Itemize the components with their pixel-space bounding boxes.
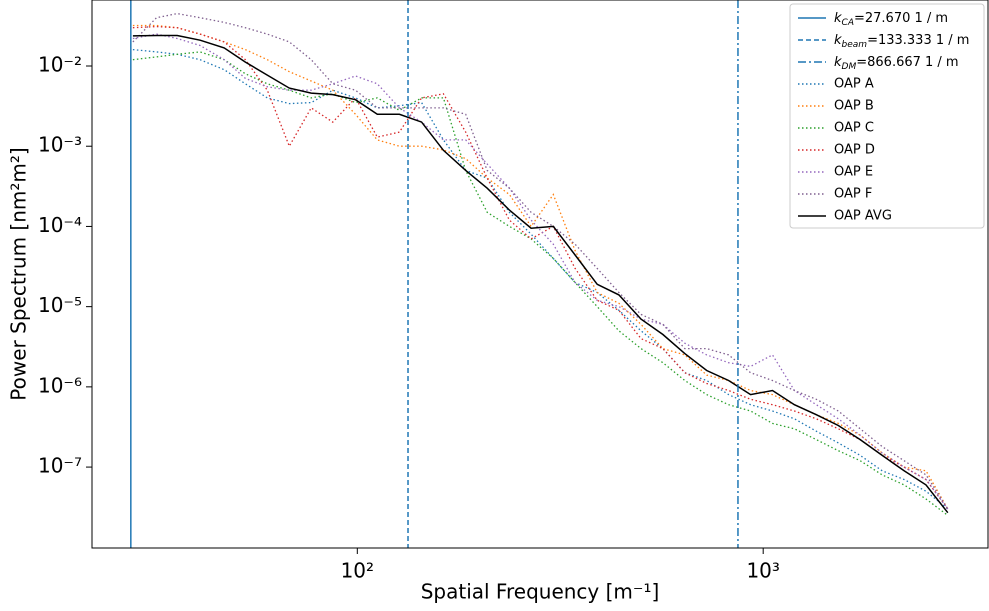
legend-label: kCA=27.670 1 / m [834, 11, 948, 28]
legend-symbol: k [834, 55, 842, 70]
series-line [132, 33, 949, 510]
legend-label: OAP C [834, 121, 874, 136]
legend-label: OAP AVG [834, 209, 892, 224]
legend-label: kDM=866.667 1 / m [834, 55, 959, 72]
y-tick-label: 10⁻⁷ [38, 454, 82, 478]
y-tick-label: 10⁻⁵ [38, 293, 82, 317]
legend-symbol: k [834, 33, 842, 48]
x-axis-label: Spatial Frequency [m⁻¹] [421, 580, 660, 604]
y-tick-label: 10⁻³ [38, 133, 82, 157]
legend-label: OAP B [834, 99, 874, 114]
legend-subscript: CA [842, 18, 854, 28]
legend-subscript: beam [842, 40, 868, 50]
legend-subscript: DM [842, 62, 857, 72]
legend-label: OAP D [834, 143, 875, 158]
plot-frame [91, 0, 989, 549]
x-tick-label: 10² [341, 559, 374, 583]
legend-label: kbeam=133.333 1 / m [834, 33, 969, 50]
y-axis-label: Power Spectrum [nm²m²] [7, 147, 31, 400]
legend-text: =27.670 1 / m [854, 11, 948, 26]
plot-area [130, 0, 949, 548]
series-line [132, 34, 949, 514]
legend-label: OAP A [834, 77, 874, 92]
legend-label: OAP E [834, 165, 873, 180]
legend-text: =866.667 1 / m [856, 55, 958, 70]
x-tick-label: 10³ [746, 559, 779, 583]
series-line [132, 12, 949, 510]
legend-label: OAP F [834, 187, 872, 202]
legend-symbol: k [834, 11, 842, 26]
legend-text: =133.333 1 / m [867, 33, 969, 48]
y-tick-label: 10⁻² [38, 53, 82, 77]
y-tick-label: 10⁻⁶ [38, 373, 82, 397]
y-tick-label: 10⁻⁴ [38, 213, 82, 237]
legend-box [789, 3, 985, 229]
